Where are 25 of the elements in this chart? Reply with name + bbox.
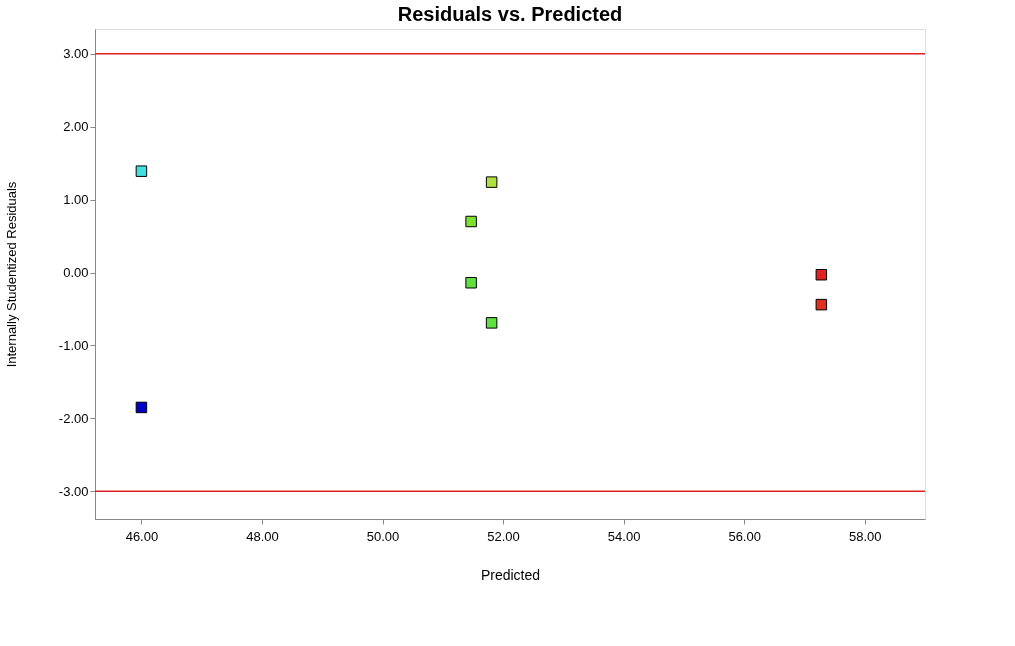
x-tick-label: 54.00: [607, 528, 641, 544]
x-tick-label: 58.00: [848, 528, 882, 544]
y-tick-label: 1.00: [63, 192, 89, 208]
x-axis-title: Predicted: [480, 566, 541, 583]
point: [815, 298, 828, 311]
y-tick-label: 2.00: [63, 119, 89, 135]
x-tick-label: 50.00: [366, 528, 400, 544]
point: [485, 317, 498, 329]
y-tick-label: 3.00: [63, 46, 89, 62]
x-tick-label: 48.00: [246, 528, 279, 544]
y-tick-label: -3.00: [58, 483, 89, 499]
y-tick-label: -2.00: [58, 410, 89, 426]
point: [465, 215, 477, 228]
x-tick-label: 52.00: [487, 528, 520, 544]
point: [815, 268, 828, 281]
y-tick-label: 0.00: [63, 265, 89, 281]
chart-title: Residuals vs. Predicted: [397, 3, 623, 25]
y-axis-title: Internally Studentized Residuals: [3, 181, 19, 368]
y-tick-label: -1.00: [58, 337, 89, 353]
point: [135, 401, 148, 414]
point: [485, 176, 498, 188]
point: [465, 277, 477, 289]
point: [135, 165, 148, 177]
x-tick-label: 46.00: [125, 528, 159, 544]
x-tick-label: 56.00: [728, 528, 761, 544]
